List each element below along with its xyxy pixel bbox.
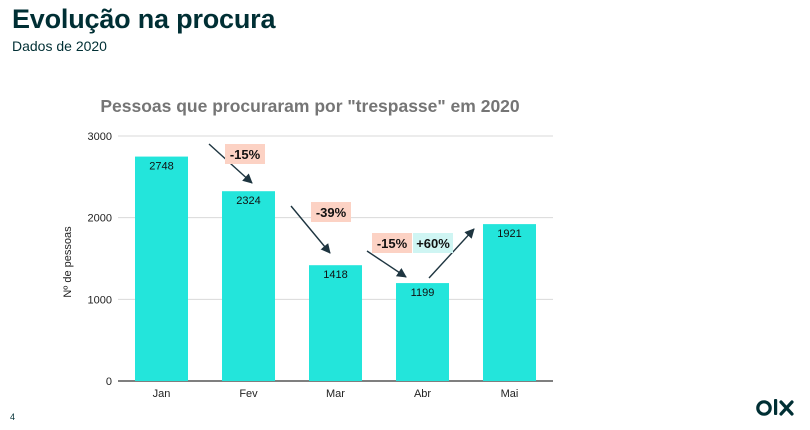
change-label: -15%	[377, 236, 408, 251]
y-tick-label: 0	[106, 376, 112, 388]
x-tick-label: Jan	[153, 388, 171, 400]
slide-subtitle: Dados de 2020	[12, 38, 107, 54]
x-tick-label: Fev	[239, 388, 258, 400]
slide-title: Evolução na procura	[12, 4, 276, 34]
x-tick-label: Abr	[414, 388, 431, 400]
bar	[396, 283, 449, 381]
y-tick-label: 3000	[88, 131, 112, 143]
olx-logo-icon	[756, 397, 798, 419]
bars: 2748 Jan 2324 Fev 1418 Mar 1199 Abr 1921 Mai	[135, 156, 536, 400]
y-axis-label: Nº de pessoas	[62, 226, 74, 298]
y-tick-label: 2000	[88, 213, 112, 225]
bar	[135, 156, 188, 381]
change-label: -15%	[230, 147, 261, 162]
change-annotations: -15% -39% -15% +60%	[208, 143, 475, 279]
change-arrow	[428, 228, 475, 279]
change-badge	[372, 233, 412, 253]
change-label: +60%	[416, 236, 450, 251]
y-tick-label: 1000	[88, 294, 112, 306]
change-arrow	[366, 250, 407, 278]
page-number: 4	[10, 412, 16, 422]
data-label: 1921	[497, 228, 521, 240]
data-label: 1418	[323, 269, 347, 281]
bar	[309, 265, 362, 381]
change-badge	[413, 233, 453, 253]
x-tick-label: Mai	[501, 388, 519, 400]
data-label: 2748	[149, 161, 173, 173]
bar	[483, 224, 536, 381]
data-label: 1199	[411, 287, 435, 299]
change-badge	[311, 202, 351, 222]
data-label: 2324	[236, 195, 260, 207]
bar	[222, 191, 275, 381]
chart-title: Pessoas que procuraram por "trespasse" e…	[100, 96, 520, 116]
change-label: -39%	[316, 205, 347, 220]
x-tick-label: Mar	[326, 388, 345, 400]
change-arrow	[290, 205, 331, 254]
change-badge	[225, 144, 265, 164]
